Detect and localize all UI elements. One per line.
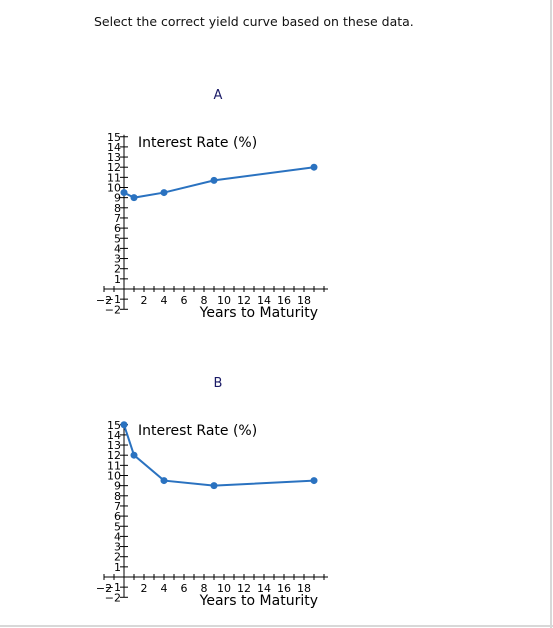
data-point [210, 482, 218, 490]
x-tick-label: 4 [161, 582, 168, 595]
x-tick-label: 4 [161, 294, 168, 307]
x-tick-label: −2 [96, 294, 112, 307]
data-point [120, 189, 128, 197]
data-point [130, 451, 138, 459]
x-tick-label: 14 [257, 582, 271, 595]
y-tick-label: 6 [114, 222, 121, 235]
x-tick-label: −2 [96, 582, 112, 595]
y-tick-label: 2 [114, 263, 121, 276]
y-tick-label: 4 [114, 242, 121, 255]
y-tick-label: 13 [107, 439, 121, 452]
x-axis-title: Years to Maturity [199, 593, 318, 609]
x-tick-label: 10 [217, 582, 231, 595]
x-tick-label: 14 [257, 294, 271, 307]
x-tick-label: 8 [201, 582, 208, 595]
y-tick-label: 7 [114, 212, 121, 225]
y-tick-label: 10 [107, 182, 121, 195]
y-tick-label: 13 [107, 151, 121, 164]
y-tick-label: 11 [107, 459, 121, 472]
data-point [310, 163, 318, 171]
y-tick-label: 5 [114, 520, 121, 533]
y-tick-label: −1 [105, 581, 121, 594]
data-point [160, 477, 168, 485]
y-tick-label: 5 [114, 232, 121, 245]
data-point [130, 194, 138, 202]
y-tick-label: 15 [107, 419, 121, 432]
y-tick-label: 12 [107, 161, 121, 174]
data-point [210, 176, 218, 184]
y-tick-label: 14 [107, 141, 121, 154]
data-point [310, 477, 318, 485]
y-tick-label: 1 [114, 561, 121, 574]
y-tick-label: 1 [114, 273, 121, 286]
x-tick-label: 12 [237, 582, 251, 595]
y-tick-label: 14 [107, 429, 121, 442]
frame-right-border [550, 0, 552, 628]
y-tick-label: 6 [114, 510, 121, 523]
y-tick-label: 12 [107, 449, 121, 462]
chart-b[interactable]: −2 2 4 6 8 10 12 14 16 18151413121110987654321−1−… [0, 0, 553, 609]
x-tick-label: 16 [277, 294, 291, 307]
x-tick-label: 16 [277, 582, 291, 595]
frame-bottom-border [0, 625, 553, 627]
option-b-label[interactable]: B [213, 376, 223, 391]
x-tick-label: 8 [201, 294, 208, 307]
y-tick-label: 9 [114, 192, 121, 205]
data-point [120, 421, 128, 429]
x-tick-label: 6 [181, 582, 188, 595]
y-tick-label: 11 [107, 171, 121, 184]
x-tick-label: 12 [237, 294, 251, 307]
x-axis-title: Years to Maturity [199, 305, 318, 321]
y-tick-label: 4 [114, 530, 121, 543]
y-tick-label: −1 [105, 293, 121, 306]
y-tick-label: −2 [105, 591, 121, 604]
y-tick-label: 10 [107, 470, 121, 483]
y-tick-label: 15 [107, 131, 121, 144]
x-tick-label: 18 [297, 294, 311, 307]
y-tick-label: 3 [114, 541, 121, 554]
y-tick-label: 7 [114, 500, 121, 513]
y-axis-title: Interest Rate (%) [138, 135, 257, 151]
y-tick-label: 2 [114, 551, 121, 564]
chart-a[interactable]: −2 2 4 6 8 10 12 14 16 18151413121110987654321−1−… [0, 0, 553, 321]
x-tick-label: 10 [217, 294, 231, 307]
x-tick-label: 2 [141, 294, 148, 307]
y-tick-label: 3 [114, 253, 121, 266]
y-axis-title: Interest Rate (%) [138, 423, 257, 439]
y-tick-label: 9 [114, 480, 121, 493]
y-tick-label: 8 [114, 202, 121, 215]
y-tick-label: 8 [114, 490, 121, 503]
x-tick-label: 6 [181, 294, 188, 307]
x-tick-label: 2 [141, 582, 148, 595]
question-text: Select the correct yield curve based on … [94, 14, 414, 29]
option-a-label[interactable]: A [213, 88, 223, 103]
x-tick-label: 18 [297, 582, 311, 595]
data-point [160, 189, 168, 197]
y-tick-label: −2 [105, 303, 121, 316]
